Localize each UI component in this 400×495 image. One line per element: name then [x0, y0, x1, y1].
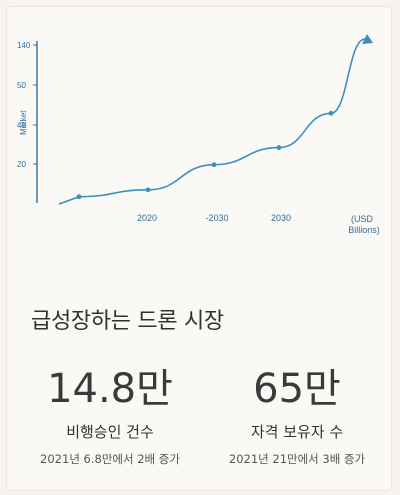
stat-label-license-holders: 자격 보유자 수: [250, 423, 344, 441]
x-tick-label: 2020: [137, 213, 157, 223]
y-axis-label: Market: [19, 110, 28, 135]
headline: 급성장하는 드론 시장: [31, 309, 224, 334]
x-tick-label: -2030: [205, 213, 228, 223]
market-chart: 140 50 40 20 Market 2020 -2030 2030 (USD Bill…: [17, 34, 380, 235]
arrow-head-icon: [362, 34, 373, 44]
stat-value-license-holders: 65만: [253, 366, 341, 412]
stat-value-flight-approvals: 14.8만: [47, 366, 173, 412]
stat-note-flight-approvals: 2021년 6.8만에서 2배 증가: [40, 452, 180, 466]
market-growth-line: [58, 38, 366, 205]
data-point: [276, 145, 282, 150]
stat-label-flight-approvals: 비행승인 건수: [66, 423, 154, 441]
y-tick-label: 40: [17, 121, 26, 130]
y-tick-label: 50: [17, 81, 26, 90]
data-point: [211, 162, 217, 168]
unit-label-line2: Billions): [348, 225, 380, 235]
data-point: [145, 187, 151, 193]
data-point: [328, 110, 334, 116]
data-point: [76, 194, 82, 200]
infographic-card: 140 50 40 20 Market 2020 -2030 2030 (USD Bill…: [6, 6, 392, 491]
y-tick-label: 140: [17, 41, 31, 50]
unit-label-line1: (USD: [351, 214, 373, 224]
stat-note-license-holders: 2021년 21만에서 3배 증가: [228, 452, 366, 466]
y-tick-label: 20: [17, 160, 26, 169]
x-tick-label: 2030: [271, 213, 291, 223]
